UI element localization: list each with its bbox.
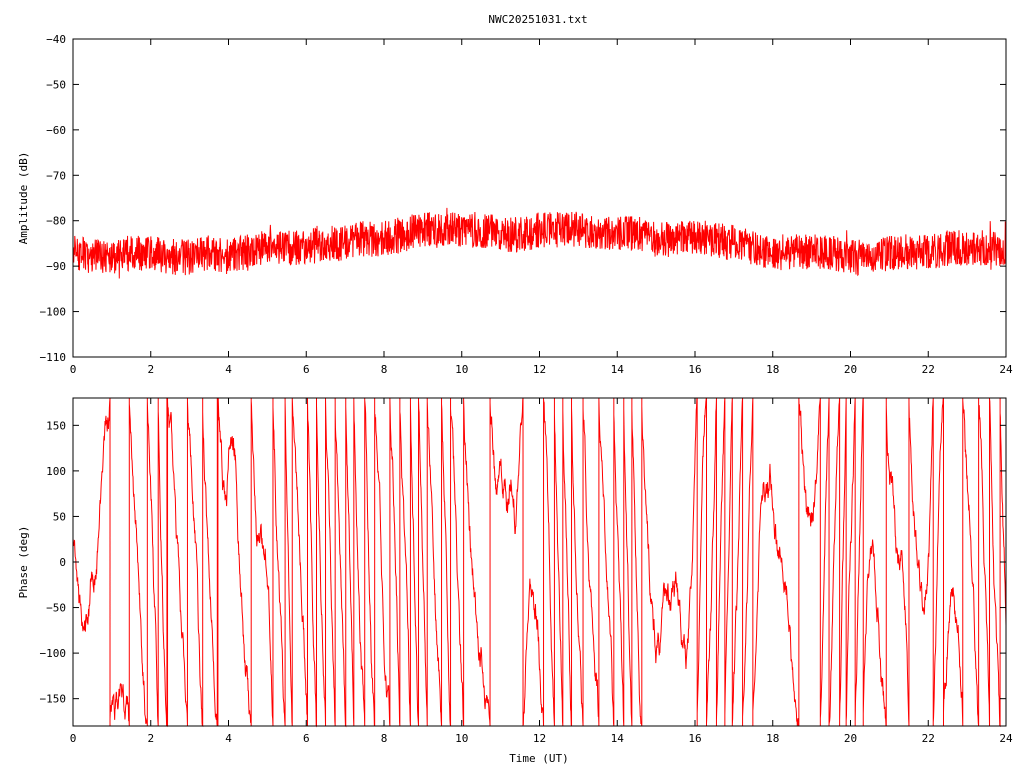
amplitude-x-ticks: 0 2 4 6 8 10 12 14 16 18 20 22 24 <box>70 39 1013 376</box>
phase-y-tick-label: 150 <box>46 419 66 432</box>
phase-x-tick-label: 0 <box>70 732 77 745</box>
phase-y-ticks: 150 100 50 0 −50 −100 −150 <box>40 419 1006 706</box>
phase-y-tick-label: 100 <box>46 465 66 478</box>
phase-x-tick-label: 16 <box>688 732 701 745</box>
amplitude-y-tick-label: −40 <box>46 33 66 46</box>
amplitude-y-tick-label: −100 <box>40 306 67 319</box>
amplitude-x-tick-label: 20 <box>844 363 857 376</box>
amplitude-x-tick-label: 24 <box>999 363 1013 376</box>
chart-title: NWC20251031.txt <box>488 13 587 26</box>
amplitude-x-tick-label: 14 <box>611 363 625 376</box>
amplitude-y-tick-label: −60 <box>46 124 66 137</box>
phase-x-tick-label: 2 <box>147 732 154 745</box>
amplitude-trace <box>72 207 1007 279</box>
amplitude-x-tick-label: 6 <box>303 363 310 376</box>
phase-series-line <box>72 397 1007 728</box>
phase-y-tick-label: 0 <box>59 556 66 569</box>
amplitude-x-tick-label: 10 <box>455 363 468 376</box>
phase-x-tick-label: 18 <box>766 732 779 745</box>
phase-x-axis-label: Time (UT) <box>509 752 569 765</box>
amplitude-x-tick-label: 0 <box>70 363 77 376</box>
phase-y-tick-label: −50 <box>46 602 66 615</box>
phase-x-tick-label: 14 <box>611 732 625 745</box>
amplitude-series-line <box>72 207 1007 279</box>
amplitude-x-tick-label: 4 <box>225 363 232 376</box>
phase-y-axis-label: Phase (deg) <box>17 526 30 599</box>
phase-x-tick-label: 8 <box>381 732 388 745</box>
phase-x-tick-label: 10 <box>455 732 468 745</box>
amplitude-panel: −40−50−60−70−80−90−100−110 0 2 4 6 8 10 12 14 16… <box>17 33 1013 376</box>
amplitude-x-tick-label: 16 <box>688 363 701 376</box>
amplitude-y-tick-label: −70 <box>46 169 66 182</box>
amplitude-x-tick-label: 2 <box>147 363 154 376</box>
amplitude-x-tick-label: 12 <box>533 363 546 376</box>
phase-x-tick-label: 22 <box>922 732 935 745</box>
phase-x-tick-label: 24 <box>999 732 1013 745</box>
amplitude-y-tick-label: −50 <box>46 78 66 91</box>
phase-trace <box>72 397 1007 728</box>
phase-y-tick-label: −100 <box>40 647 67 660</box>
phase-x-tick-label: 12 <box>533 732 546 745</box>
amplitude-y-axis-label: Amplitude (dB) <box>17 152 30 245</box>
amplitude-y-ticks: −40 −50 −60 −70 −80 −90 −100 −110 <box>40 33 1006 364</box>
phase-y-tick-label: 50 <box>53 510 66 523</box>
amplitude-x-tick-label: 8 <box>381 363 388 376</box>
amplitude-y-tick-label: −80 <box>46 215 66 228</box>
phase-x-ticks: 0 2 4 6 8 10 12 14 16 18 20 22 24 <box>70 398 1013 745</box>
amplitude-x-tick-label: 22 <box>922 363 935 376</box>
amplitude-y-tick-label: −110 <box>40 351 67 364</box>
amplitude-y-tick-label: −90 <box>46 260 66 273</box>
amplitude-x-tick-label: 18 <box>766 363 779 376</box>
phase-x-tick-label: 20 <box>844 732 857 745</box>
phase-y-tick-label: −150 <box>40 693 67 706</box>
phase-x-tick-label: 6 <box>303 732 310 745</box>
phase-x-tick-label: 4 <box>225 732 232 745</box>
